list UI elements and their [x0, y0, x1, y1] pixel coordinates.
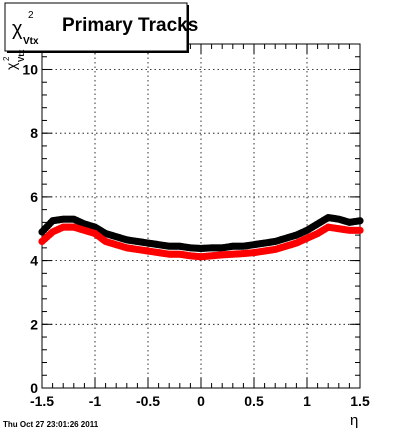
x-tick-label: 0.5 [244, 393, 264, 409]
x-tick-label: 1 [303, 393, 311, 409]
y-tick-label: 8 [30, 125, 38, 141]
x-tick-label: -1 [89, 393, 102, 409]
y-tick-label: 10 [22, 61, 38, 77]
title-subscript: Vtx [23, 36, 39, 47]
x-tick-label: 0 [197, 393, 205, 409]
y-tick-label: 0 [30, 380, 38, 396]
series-0 [38, 213, 364, 253]
title-box-frame [4, 2, 188, 52]
title-superscript: 2 [28, 10, 34, 21]
title-chi-symbol: χ [12, 18, 23, 40]
ylabel-chi-symbol: χ [3, 62, 19, 70]
x-axis-label: η [350, 412, 358, 429]
y-tick-label: 2 [30, 316, 38, 332]
x-tick-label: -0.5 [136, 393, 160, 409]
grid [42, 44, 360, 388]
data-point [356, 217, 364, 225]
x-tick-label: -1.5 [30, 393, 54, 409]
x-tick-label: 1.5 [350, 393, 370, 409]
tick-labels: -1.5 -1 -0.5 0 0.5 1 1.5 0 2 4 6 8 10 [22, 61, 370, 409]
y-tick-label: 4 [30, 253, 38, 269]
chart-title: Primary Tracks [62, 15, 198, 36]
ylabel-superscript: 2 [2, 56, 11, 61]
data-points [38, 213, 364, 261]
data-point [356, 226, 364, 234]
y-tick-label: 6 [30, 189, 38, 205]
timestamp: Thu Oct 27 23:01:26 2011 [3, 420, 99, 429]
title-box: χ 2 Vtx Primary Tracks [4, 2, 198, 53]
ylabel-subscript: Vtx [17, 49, 26, 62]
y-axis-label: χ 2 Vtx [2, 49, 26, 70]
series-1 [38, 223, 364, 261]
